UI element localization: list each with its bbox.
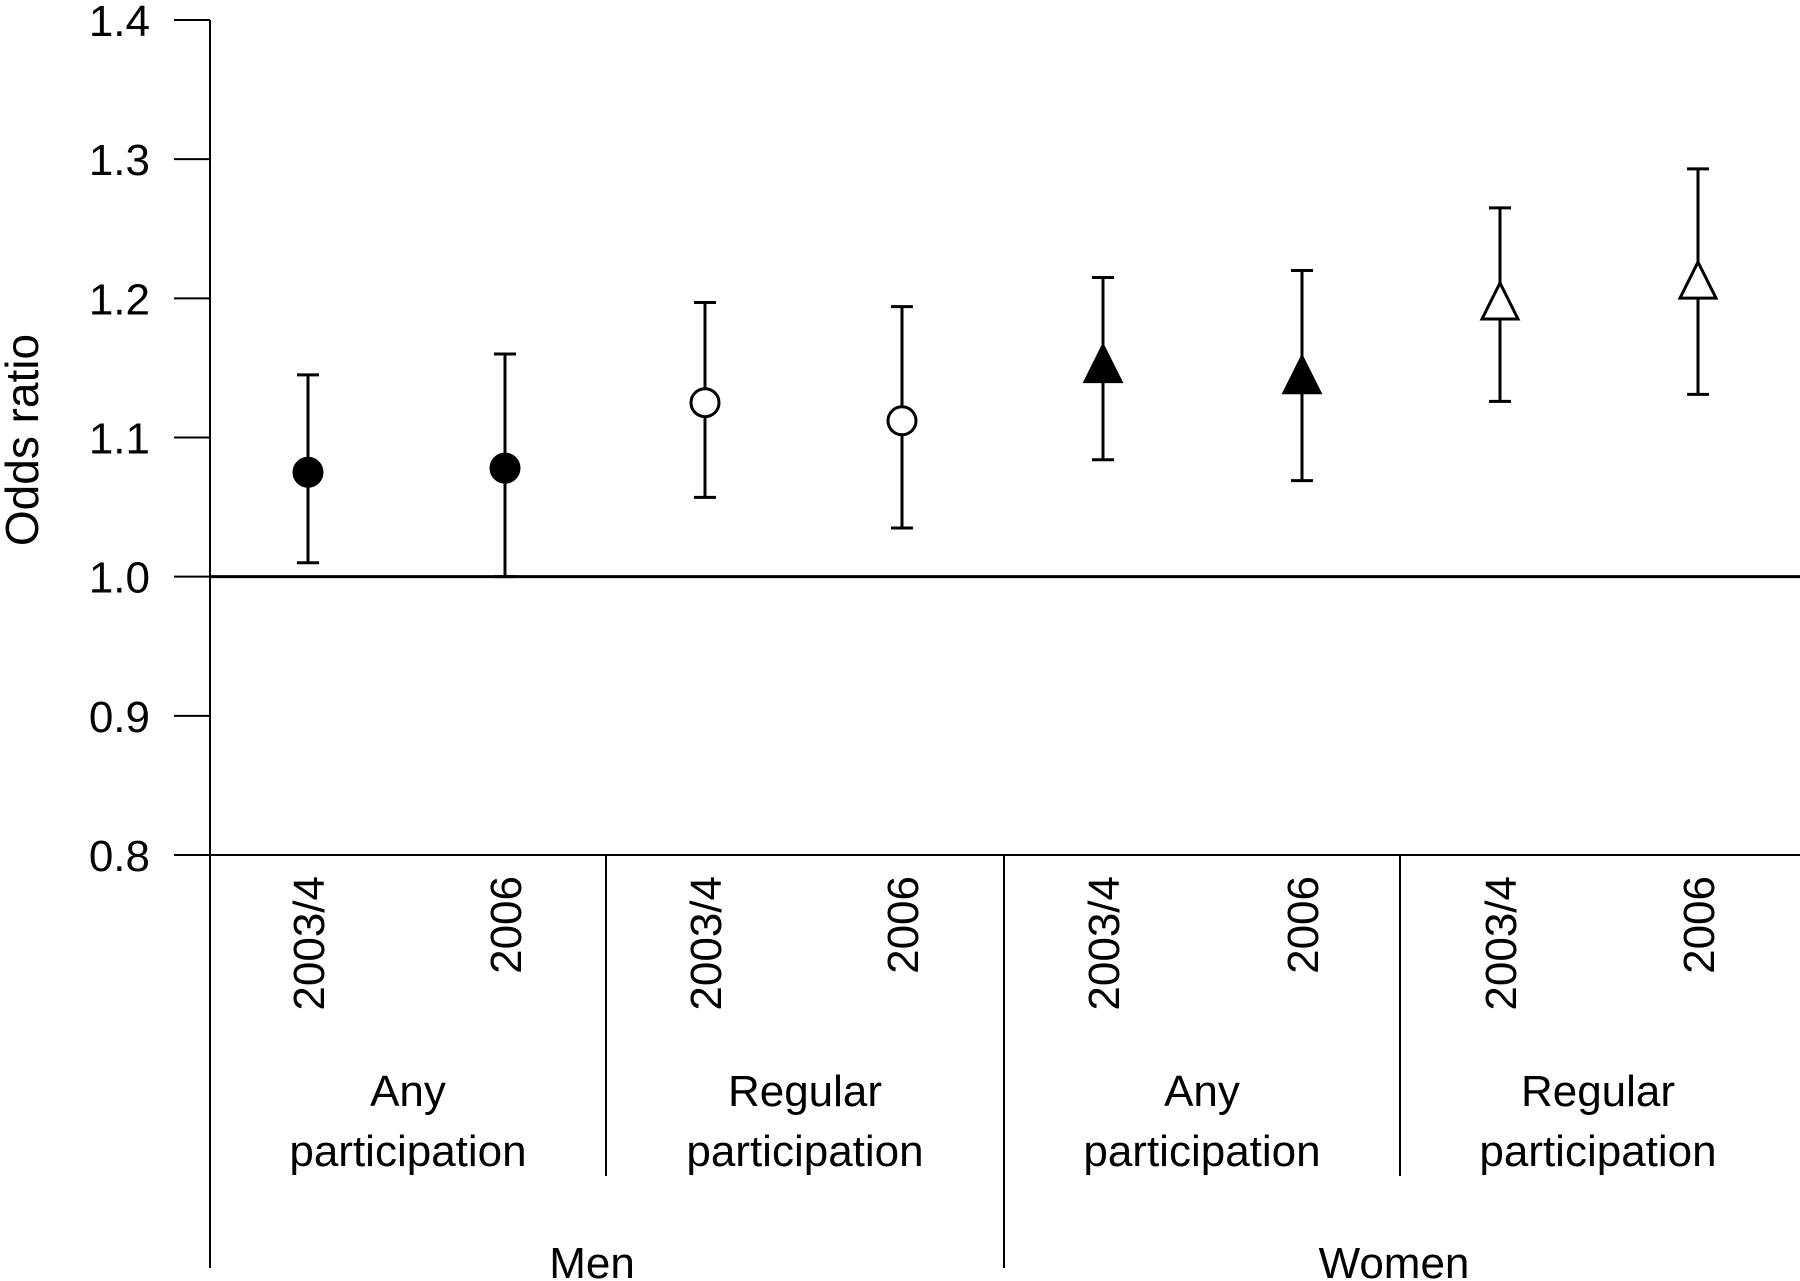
y-ticks: 0.8 0.9 1.0 1.1 1.2 1.3 1.4 <box>89 0 210 881</box>
x-category-label: 2006 <box>879 876 928 974</box>
y-axis-title: Odds ratio <box>0 334 48 546</box>
data-point-group <box>1281 269 1323 483</box>
y-tick-label: 1.2 <box>89 275 150 324</box>
data-point <box>1479 279 1521 321</box>
data-point-group <box>1677 167 1719 396</box>
x-group-label: Regular participation <box>1479 1067 1716 1176</box>
data-point-group <box>689 301 721 499</box>
x-sex-label: Men <box>549 1239 635 1281</box>
y-tick-label: 1.4 <box>89 0 150 46</box>
data-point-group <box>1479 206 1521 403</box>
y-tick-label: 1.3 <box>89 136 150 185</box>
x-category-label: 2006 <box>1279 876 1328 974</box>
x-labels: 2003/4 2006 2003/4 2006 2003/4 2006 2003/4 2006… <box>285 876 1724 1281</box>
y-tick-label: 1.1 <box>89 415 150 464</box>
data-point <box>689 387 721 419</box>
data-point <box>489 452 521 484</box>
y-tick-label: 0.9 <box>89 693 150 742</box>
data-point-group <box>1082 275 1124 462</box>
data-point-group <box>292 373 324 565</box>
data-point <box>292 456 324 488</box>
data-point <box>1082 342 1124 384</box>
data-point <box>886 405 918 437</box>
x-group-label: Any participation <box>289 1067 526 1176</box>
data-point-group <box>886 305 918 530</box>
x-category-label: 2003/4 <box>682 876 731 1011</box>
x-category-label: 2003/4 <box>1080 876 1129 1011</box>
y-tick-label: 1.0 <box>89 554 150 603</box>
chart-marks <box>292 167 1719 579</box>
data-point <box>1281 353 1323 395</box>
x-category-label: 2003/4 <box>1477 876 1526 1011</box>
chart-axes <box>209 20 1800 1268</box>
x-sex-label: Women <box>1319 1239 1470 1281</box>
x-group-label: Regular participation <box>686 1067 923 1176</box>
data-point-group <box>489 352 521 579</box>
data-point <box>1677 258 1719 300</box>
x-group-label: Any participation <box>1083 1067 1320 1176</box>
y-tick-label: 0.8 <box>89 832 150 881</box>
x-category-label: 2006 <box>1675 876 1724 974</box>
x-category-label: 2006 <box>482 876 531 974</box>
x-category-label: 2003/4 <box>285 876 334 1011</box>
